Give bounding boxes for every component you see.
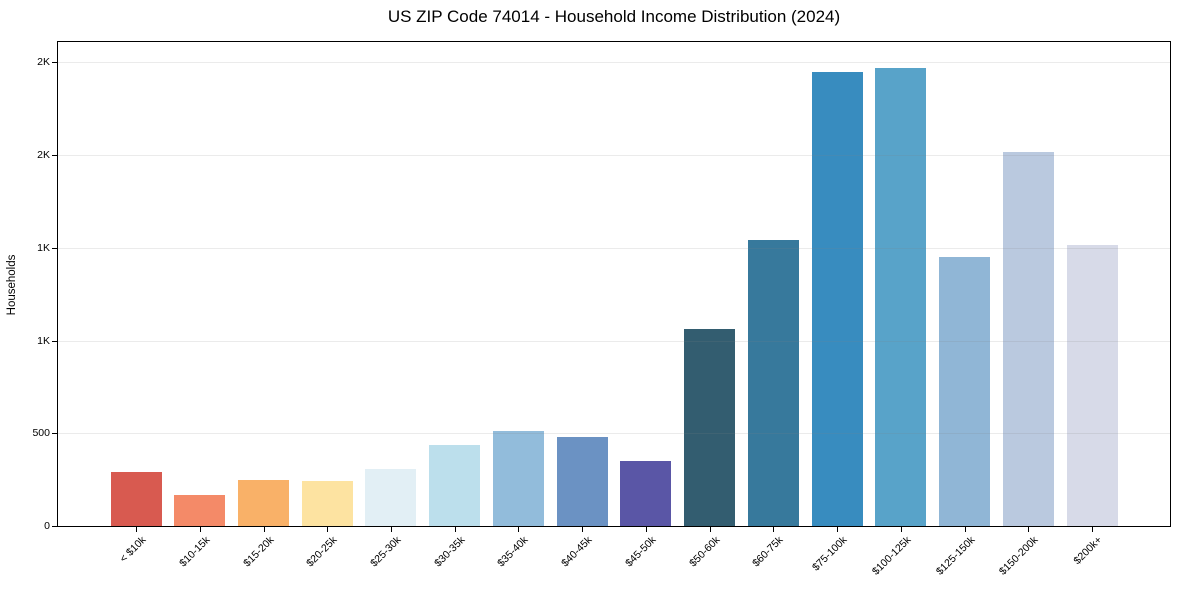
y-tick-mark: [52, 433, 57, 435]
bar-$40-45k: [556, 437, 608, 526]
x-tick-mark: [327, 527, 329, 532]
bar-$10-15k: [174, 495, 226, 526]
bar-$200k+: [1066, 245, 1118, 526]
x-tick-label: $200k+: [1071, 534, 1105, 568]
y-tick-label: 2K: [37, 56, 50, 69]
gridline-1500: [58, 247, 1170, 249]
bar-$100-125k: [875, 68, 927, 526]
x-tick-label: $25-30k: [368, 534, 404, 570]
x-tick-label: $60-75k: [750, 534, 786, 570]
x-tick-label: $75-100k: [810, 534, 850, 574]
y-tick-mark: [52, 62, 57, 64]
bar-$75-100k: [811, 71, 863, 526]
y-tick-label: 2K: [37, 149, 50, 162]
gridline-2500: [58, 62, 1170, 64]
x-tick-label: $50-60k: [686, 534, 723, 570]
y-tick-label: 1K: [37, 241, 50, 254]
x-tick-mark: [390, 527, 392, 532]
x-tick-label: $45-50k: [623, 534, 659, 570]
y-tick-mark: [52, 155, 57, 157]
x-tick-mark: [1028, 527, 1030, 532]
bar-$150-200k: [1002, 152, 1054, 526]
y-axis-title: Households: [6, 254, 18, 316]
x-tick-label: $40-45k: [559, 534, 595, 570]
x-tick-label: $30-35k: [431, 534, 468, 570]
x-tick-label: $100-125k: [869, 534, 914, 578]
x-tick-mark: [773, 527, 775, 532]
x-tick-label: $150-200k: [997, 534, 1041, 578]
y-tick-mark: [52, 526, 57, 527]
x-tick-mark: [900, 527, 902, 532]
bar-$45-50k: [620, 461, 672, 526]
x-tick-mark: [645, 527, 647, 532]
x-tick-mark: [709, 527, 711, 532]
x-tick-mark: [582, 527, 584, 532]
bar-$50-60k: [684, 329, 736, 526]
x-tick-mark: [199, 527, 201, 532]
x-tick-mark: [964, 527, 966, 532]
x-tick-label: $125-150k: [933, 534, 977, 578]
x-tick-label: < $10k: [117, 534, 149, 565]
x-tick-label: $15-20k: [240, 534, 276, 570]
bar-$35-40k: [492, 430, 544, 526]
x-tick-mark: [837, 527, 839, 532]
y-tick-label: 0: [44, 520, 50, 532]
gridline-500: [58, 433, 1170, 435]
x-tick-mark: [454, 527, 456, 532]
bar-$25-30k: [365, 468, 417, 526]
x-tick-mark: [263, 527, 265, 532]
chart-title: US ZIP Code 74014 - Household Income Dis…: [387, 7, 841, 26]
y-tick-label: 500: [32, 427, 50, 440]
y-tick-mark: [52, 340, 57, 342]
bar-$20-25k: [301, 480, 353, 526]
bar-< $10k: [110, 472, 162, 526]
x-tick-mark: [136, 527, 137, 532]
plot-area: [57, 41, 1171, 527]
x-tick-label: $10-15k: [176, 534, 213, 570]
x-tick-mark: [518, 527, 520, 532]
bar-$15-20k: [237, 479, 289, 526]
gridline-2000: [58, 155, 1170, 157]
x-tick-label: $20-25k: [304, 534, 340, 570]
y-tick-label: 1K: [37, 334, 50, 347]
bar-$60-75k: [747, 239, 799, 526]
x-tick-mark: [1092, 527, 1093, 532]
gridline-1000: [58, 340, 1170, 342]
y-tick-mark: [52, 247, 57, 249]
bar-$30-35k: [429, 445, 481, 526]
x-tick-label: $35-40k: [495, 534, 531, 570]
bar-$125-150k: [939, 257, 991, 526]
